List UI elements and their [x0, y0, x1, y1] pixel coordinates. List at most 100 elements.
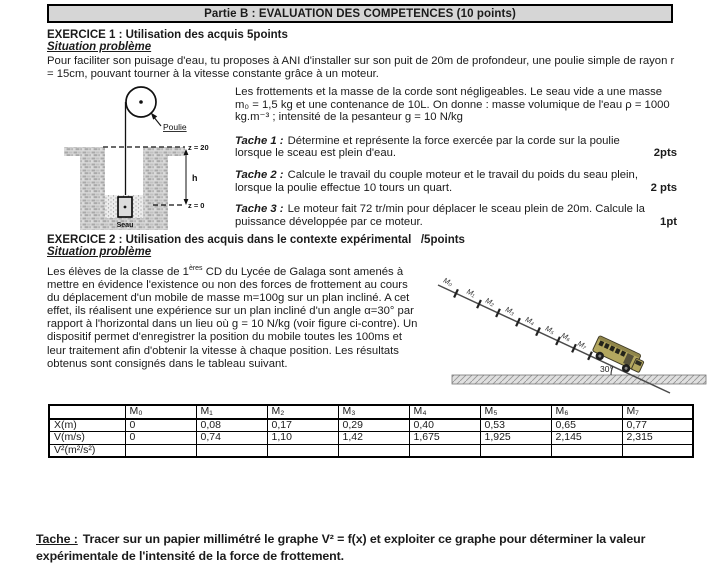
- h-arrow-top: [183, 149, 189, 155]
- pulley-axle-dot: [139, 100, 143, 104]
- bucket-dot: [123, 205, 127, 209]
- cell-v-m4: 1,675: [408, 431, 481, 445]
- point-label-m5: M₅: [544, 324, 556, 336]
- exercise1-data-text: Les frottements et la masse de la corde …: [235, 86, 670, 124]
- position-labels: M₀ M₁ M₂ M₃ M₄ M₅ M₆ M₇: [442, 276, 588, 351]
- cell-v-m3: 1,42: [337, 431, 410, 445]
- header-cell-empty: [48, 404, 126, 420]
- cell-v2-m2: [266, 443, 339, 458]
- h-label: h: [192, 173, 198, 183]
- table-row-x: X(m) 0 0,08 0,17 0,29 0,40 0,53 0,65 0,7…: [48, 418, 694, 432]
- table-row-v2: V²(m²/s²): [48, 443, 694, 458]
- cell-x-m3: 0,29: [337, 418, 410, 432]
- cell-x-m4: 0,40: [408, 418, 481, 432]
- ground-left: [64, 147, 105, 156]
- footer-task-label: Tache :: [36, 532, 78, 546]
- cell-x-m7: 0,77: [621, 418, 694, 432]
- point-label-m3: M₃: [504, 305, 516, 317]
- cell-v2-m4: [408, 443, 481, 458]
- point-label-m7: M₇: [576, 339, 588, 351]
- table-row-v: V(m/s) 0 0,74 1,10 1,42 1,675 1,925 2,14…: [48, 431, 694, 445]
- angle-arc: [610, 366, 614, 376]
- figure-well-pulley: Poulie Seau z = 20 z = 0 h: [64, 86, 209, 230]
- figure-inclined-plane: M₀ M₁ M₂ M₃ M₄ M₅ M₆ M₇ 30°: [437, 276, 707, 394]
- cell-v-m0: 0: [124, 431, 197, 445]
- cell-x-m5: 0,53: [479, 418, 552, 432]
- cell-v2-m1: [195, 443, 268, 458]
- exercise1-heading: EXERCICE 1 : Utilisation des acquis 5poi…: [47, 29, 288, 41]
- header-cell-m5: M₅: [479, 404, 552, 420]
- header-cell-m4: M₄: [408, 404, 481, 420]
- row-label-v: V(m/s): [48, 431, 126, 445]
- task-3-points: 1pt: [660, 215, 677, 228]
- footer-task: Tache : Tracer sur un papier millimétré l…: [36, 531, 698, 564]
- task-1-label: Tache 1 :: [235, 134, 284, 147]
- point-label-m4: M₄: [524, 315, 536, 327]
- well-wall-right: [143, 156, 168, 218]
- cell-v-m2: 1,10: [266, 431, 339, 445]
- exercise1-right-column: Les frottements et la masse de la corde …: [235, 86, 677, 228]
- cell-v2-m5: [479, 443, 552, 458]
- cell-v-m6: 2,145: [550, 431, 623, 445]
- h-arrow-bottom: [183, 199, 189, 205]
- cell-v2-m3: [337, 443, 410, 458]
- exercise1-intro: Pour faciliter son puisage d'eau, tu pro…: [47, 55, 675, 80]
- ground-band: [451, 374, 707, 385]
- cell-x-m0: 0: [124, 418, 197, 432]
- bus: [592, 335, 645, 373]
- task-2-points: 2 pts: [650, 181, 677, 194]
- incline-line: [437, 284, 671, 394]
- task-3-text: Le moteur fait 72 tr/min pour déplacer l…: [235, 203, 645, 228]
- footer-task-text: Tracer sur un papier millimétré le graph…: [36, 532, 646, 563]
- header-cell-m2: M₂: [266, 404, 339, 420]
- header-cell-m7: M₇: [621, 404, 694, 420]
- table-header-row: M₀ M₁ M₂ M₃ M₄ M₅ M₆ M₇: [48, 404, 694, 420]
- z-top-label: z = 20: [188, 143, 209, 152]
- well-wall-left: [80, 156, 105, 218]
- header-cell-m0: M₀: [124, 404, 197, 420]
- cell-x-m6: 0,65: [550, 418, 623, 432]
- point-label-m0: M₀: [442, 276, 454, 288]
- point-label-m6: M₆: [560, 331, 572, 343]
- cell-v2-m0: [124, 443, 197, 458]
- exercise2-body-start: Les élèves de la classe de 1: [47, 266, 189, 278]
- cell-v-m1: 0,74: [195, 431, 268, 445]
- exercise2-body-sup: ères: [188, 265, 203, 273]
- ground-right: [143, 147, 185, 156]
- exercise2-heading: EXERCICE 2 : Utilisation des acquis dans…: [47, 234, 465, 246]
- z-bottom-label: z = 0: [188, 201, 204, 210]
- pulley-callout-arrowhead: [150, 112, 158, 120]
- position-ticks: [453, 288, 593, 361]
- exercise2-body: Les élèves de la classe de 1ères CD du L…: [47, 265, 419, 371]
- row-label-v2: V²(m²/s²): [48, 443, 126, 458]
- cell-v2-m7: [621, 443, 694, 458]
- cell-v-m7: 2,315: [621, 431, 694, 445]
- exercise2-body-end: CD du Lycée de Galaga sont amenés à mett…: [47, 266, 418, 370]
- task-3: Tache 3 : Le moteur fait 72 tr/min pour d…: [235, 203, 677, 228]
- task-2-label: Tache 2 :: [235, 168, 284, 181]
- cell-v-m5: 1,925: [479, 431, 552, 445]
- angle-label: 30°: [600, 364, 613, 374]
- cell-x-m1: 0,08: [195, 418, 268, 432]
- cell-x-m2: 0,17: [266, 418, 339, 432]
- header-banner: Partie B : EVALUATION DES COMPETENCES (1…: [47, 4, 673, 23]
- pulley-label: Poulie: [163, 122, 187, 132]
- task-2-text: Calcule le travail du couple moteur et l…: [235, 168, 638, 194]
- results-table: M₀ M₁ M₂ M₃ M₄ M₅ M₆ M₇ X(m) 0 0,08 0,17…: [48, 404, 694, 458]
- header-cell-m1: M₁: [195, 404, 268, 420]
- header-cell-m6: M₆: [550, 404, 623, 420]
- task-3-label: Tache 3 :: [235, 203, 284, 216]
- task-1-points: 2pts: [653, 147, 677, 160]
- task-2: Tache 2 : Calcule le travail du couple mo…: [235, 169, 677, 194]
- task-1: Tache 1 : Détermine et représente la forc…: [235, 135, 677, 160]
- header-cell-m3: M₃: [337, 404, 410, 420]
- cell-v2-m6: [550, 443, 623, 458]
- exercise2-subheading: Situation problème: [47, 246, 152, 258]
- exercise1-subheading: Situation problème: [47, 41, 152, 53]
- task-1-text: Détermine et représente la force exercée…: [235, 134, 620, 160]
- well-bottom: [80, 218, 168, 230]
- point-label-m2: M₂: [484, 296, 496, 308]
- point-label-m1: M₁: [465, 287, 477, 299]
- page-title: Partie B : EVALUATION DES COMPETENCES (1…: [204, 7, 516, 20]
- row-label-x: X(m): [48, 418, 126, 432]
